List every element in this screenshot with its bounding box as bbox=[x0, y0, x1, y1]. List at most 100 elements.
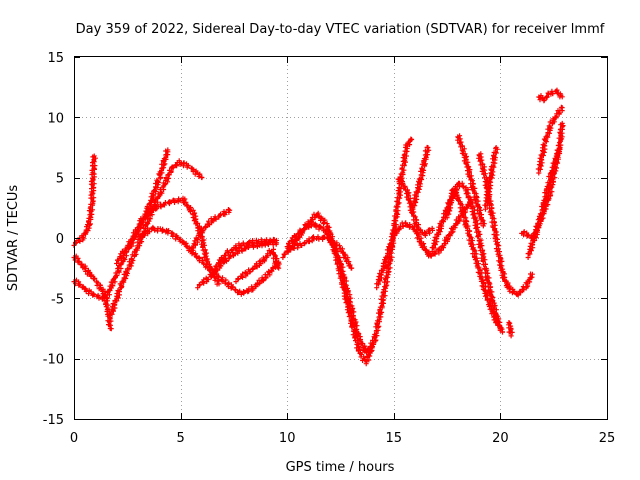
data-point-plus-marks bbox=[395, 175, 409, 193]
data-point-plus-marks bbox=[473, 198, 487, 227]
y-tick-label: 10 bbox=[47, 111, 64, 126]
series-arc-12 bbox=[284, 136, 415, 356]
data-point-plus-marks bbox=[465, 228, 480, 264]
x-tick-label: 0 bbox=[70, 431, 78, 446]
data-point-plus-marks bbox=[297, 221, 316, 235]
y-tick-label: -10 bbox=[43, 353, 64, 368]
data-point-plus-marks bbox=[334, 254, 353, 301]
data-point-plus-marks bbox=[389, 220, 406, 237]
series-arc-6 bbox=[135, 224, 282, 297]
data-point-plus-marks bbox=[311, 234, 331, 242]
data-point-plus-marks bbox=[103, 273, 120, 302]
x-tick-label: 5 bbox=[176, 431, 184, 446]
data-point-plus-marks bbox=[466, 173, 480, 204]
data-point-plus-mark bbox=[557, 145, 563, 150]
data-point-plus-marks bbox=[556, 122, 566, 145]
y-tick-label: 15 bbox=[47, 51, 64, 66]
data-point-plus-mark bbox=[429, 225, 435, 231]
data-point-plus-marks bbox=[208, 211, 226, 223]
data-point-plus-marks bbox=[475, 234, 488, 271]
data-point-plus-marks bbox=[233, 269, 250, 285]
chart-title: Day 359 of 2022, Sidereal Day-to-day VTE… bbox=[76, 22, 605, 37]
series-arc-20 bbox=[476, 151, 535, 298]
data-point-plus-mark bbox=[559, 105, 565, 111]
data-point-plus-mark bbox=[559, 94, 565, 100]
data-point-plus-marks bbox=[79, 224, 92, 241]
data-point-plus-marks bbox=[89, 154, 98, 176]
data-point-plus-mark bbox=[425, 145, 431, 150]
data-point-plus-marks bbox=[460, 151, 474, 180]
series-arc-26 bbox=[506, 319, 515, 339]
x-axis-label: GPS time / hours bbox=[286, 460, 395, 475]
data-point-plus-marks bbox=[337, 246, 355, 271]
series-arc-13 bbox=[284, 234, 355, 271]
data-point-plus-marks bbox=[379, 260, 393, 303]
data-point-plus-mark bbox=[497, 326, 503, 331]
data-point-plus-mark bbox=[493, 145, 499, 150]
data-point-plus-marks bbox=[308, 219, 327, 234]
data-point-plus-mark bbox=[227, 207, 233, 213]
data-point-plus-marks bbox=[156, 148, 171, 181]
y-tick-label: -5 bbox=[51, 292, 64, 307]
data-point-plus-marks bbox=[436, 229, 454, 253]
axis-ticks: 0 5 10 15 20 25 -15 -10 -5 0 5 10 15 bbox=[43, 51, 616, 446]
data-point-plus-marks bbox=[160, 165, 174, 190]
data-point-plus-marks bbox=[429, 224, 444, 254]
data-point-plus-marks bbox=[176, 158, 194, 171]
data-point-plus-marks bbox=[410, 182, 423, 212]
data-point-plus-marks bbox=[371, 296, 386, 344]
series-arc-25 bbox=[536, 87, 565, 104]
data-point-plus-marks bbox=[418, 241, 432, 259]
data-point-plus-marks bbox=[541, 121, 555, 145]
data-point-plus-mark bbox=[91, 153, 97, 159]
series-arc-14 bbox=[374, 199, 474, 291]
series-arc-18 bbox=[444, 187, 503, 332]
data-marks bbox=[71, 87, 566, 367]
data-point-plus-mark bbox=[216, 281, 222, 287]
data-point-plus-marks bbox=[284, 231, 302, 250]
data-point-plus-marks bbox=[88, 171, 97, 205]
data-point-plus-marks bbox=[488, 146, 500, 175]
data-point-plus-marks bbox=[91, 292, 107, 302]
data-point-plus-marks bbox=[107, 285, 124, 321]
x-tick-label: 25 bbox=[599, 431, 616, 446]
data-point-plus-marks bbox=[199, 218, 216, 234]
data-point-plus-marks bbox=[482, 170, 496, 212]
data-point-plus-mark bbox=[276, 265, 282, 271]
data-point-plus-marks bbox=[552, 146, 563, 164]
series-arc-7 bbox=[188, 207, 233, 254]
series-arc-9 bbox=[212, 236, 280, 273]
data-point-plus-marks bbox=[473, 260, 488, 293]
data-point-plus-marks bbox=[506, 320, 515, 339]
data-point-plus-marks bbox=[249, 274, 269, 293]
data-point-plus-marks bbox=[267, 236, 278, 245]
data-point-plus-marks bbox=[382, 232, 398, 265]
data-point-plus-marks bbox=[513, 284, 529, 298]
data-point-plus-mark bbox=[506, 319, 512, 325]
data-point-plus-marks bbox=[195, 273, 214, 291]
data-point-plus-marks bbox=[117, 253, 137, 289]
series-arc-16 bbox=[410, 144, 432, 212]
data-point-plus-marks bbox=[269, 246, 281, 270]
grid bbox=[74, 57, 607, 419]
series-arc-24 bbox=[535, 104, 565, 176]
data-point-plus-marks bbox=[189, 165, 205, 180]
data-point-plus-marks bbox=[284, 242, 301, 254]
data-point-plus-marks bbox=[523, 271, 535, 290]
data-point-plus-mark bbox=[348, 265, 354, 271]
data-point-plus-mark bbox=[500, 329, 506, 335]
data-point-plus-marks bbox=[236, 238, 256, 248]
series-arc-21 bbox=[482, 145, 500, 212]
data-point-plus-marks bbox=[166, 228, 187, 246]
series-arc-10 bbox=[233, 246, 282, 285]
data-point-plus-marks bbox=[499, 271, 513, 290]
data-point-plus-mark bbox=[107, 326, 113, 331]
y-axis-label: SDTVAR / TECUs bbox=[6, 185, 21, 292]
data-point-plus-marks bbox=[490, 222, 502, 252]
data-point-plus-marks bbox=[450, 187, 463, 205]
data-point-plus-marks bbox=[257, 248, 275, 265]
data-point-plus-mark bbox=[165, 147, 171, 153]
data-point-plus-marks bbox=[169, 160, 183, 171]
x-tick-label: 15 bbox=[386, 431, 403, 446]
